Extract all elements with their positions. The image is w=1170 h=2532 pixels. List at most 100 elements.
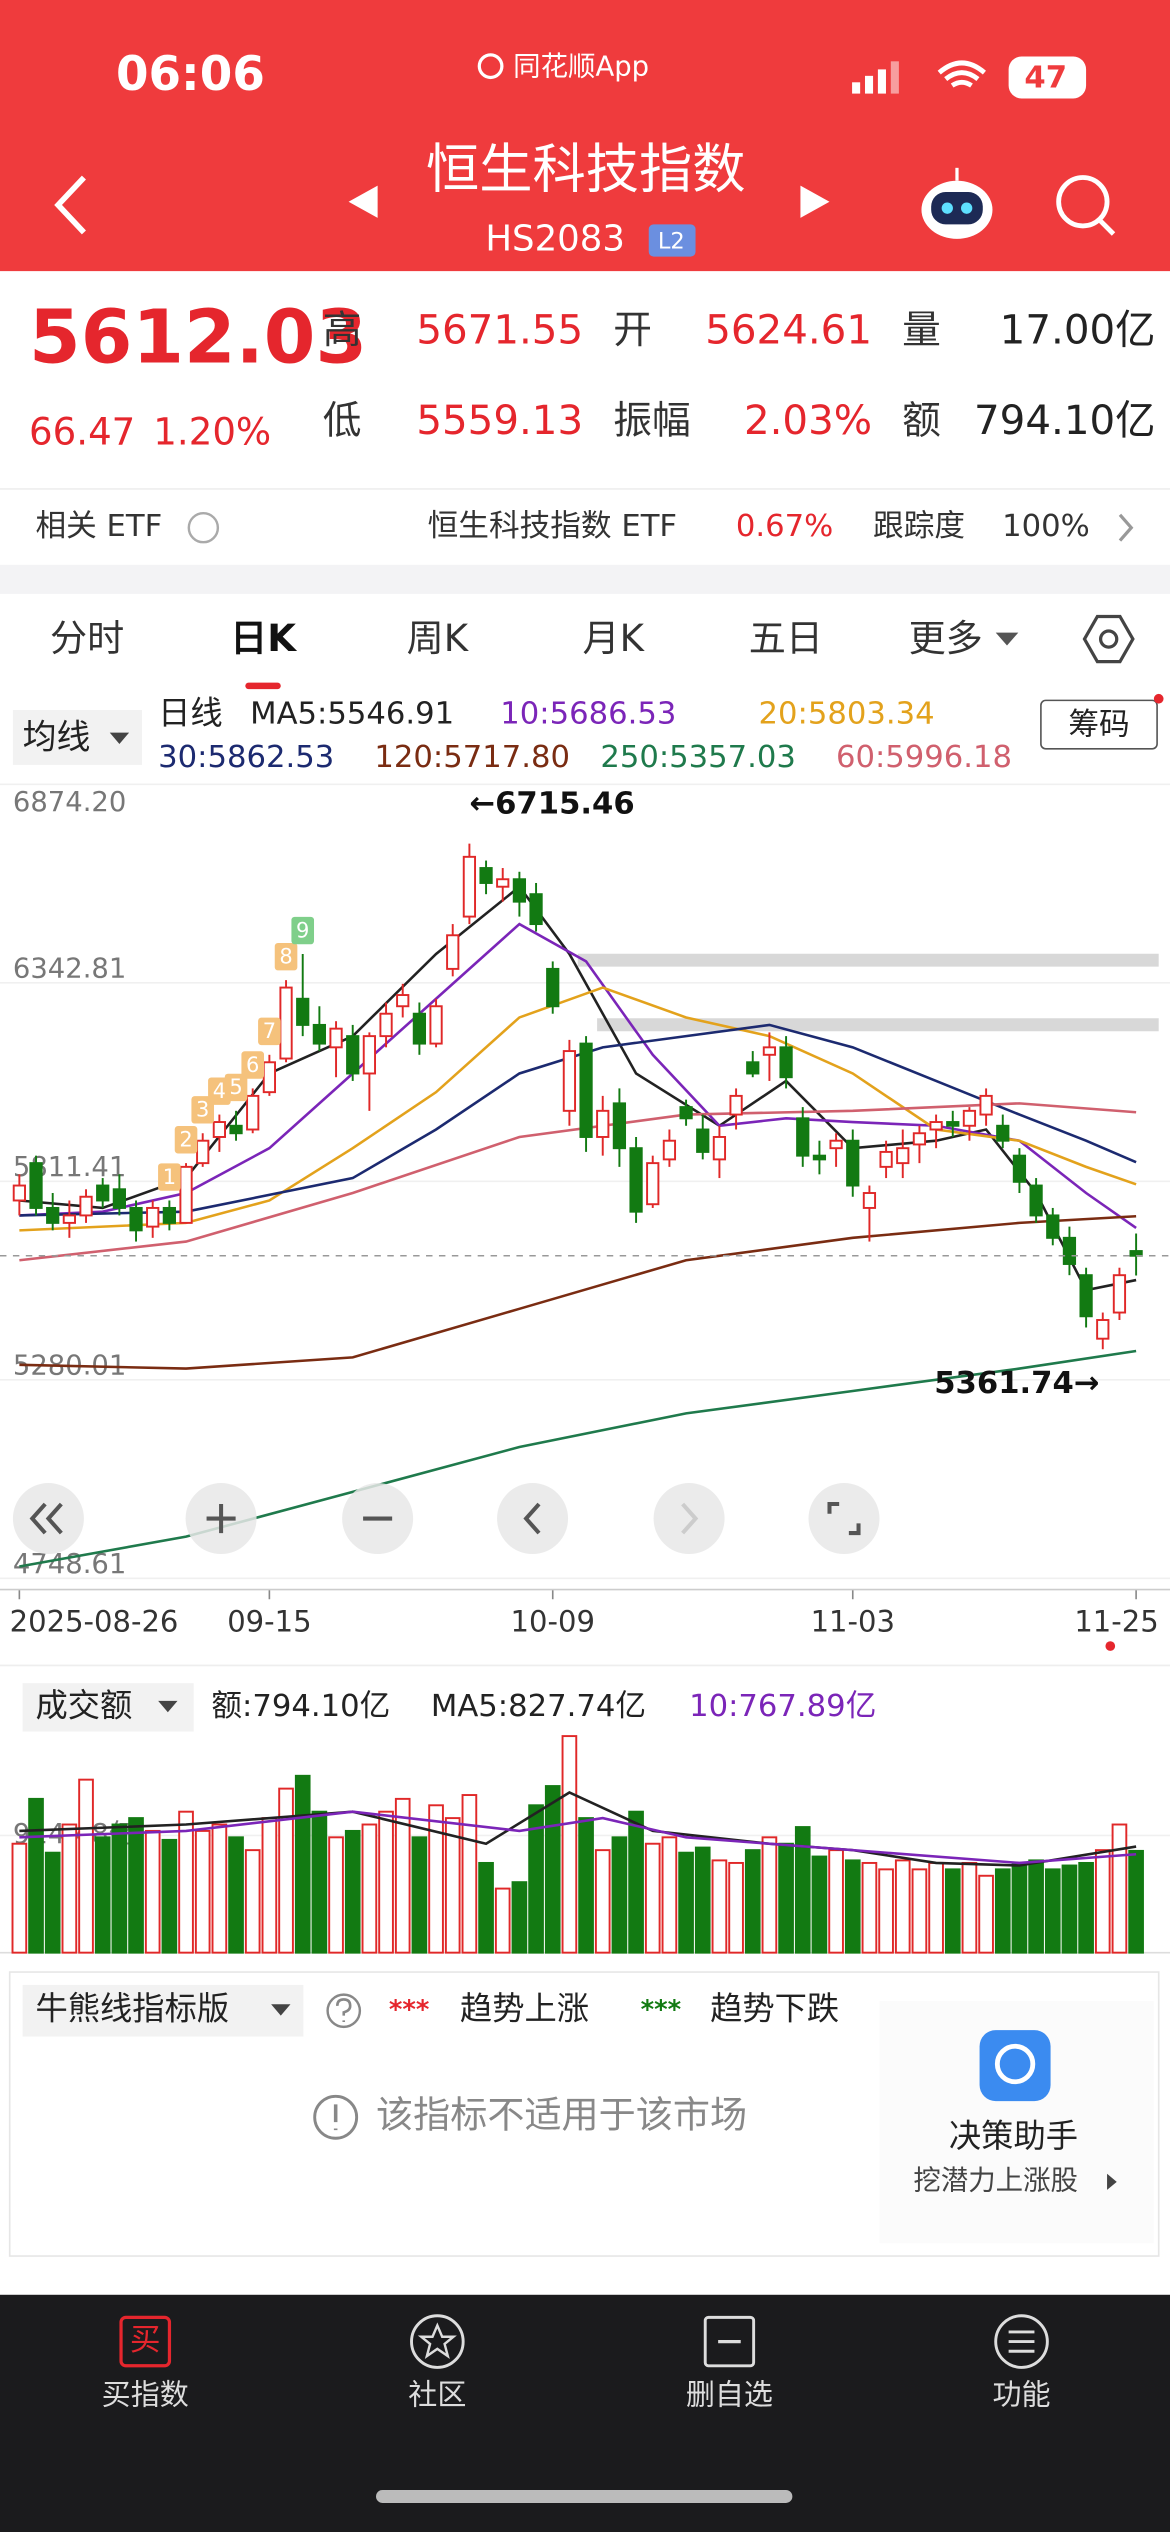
field-label: 高: [323, 308, 362, 353]
volume-bar: [161, 1838, 178, 1954]
volume-bar: [1044, 1868, 1061, 1954]
etf-name[interactable]: 恒生科技指数 ETF: [428, 509, 677, 544]
field-value: 794.10亿: [974, 397, 1155, 444]
x-tick-label: 11-03: [811, 1604, 895, 1638]
ma-line: [19, 1810, 1137, 1865]
volume-indicator[interactable]: 成交额: [36, 1686, 133, 1724]
indicator[interactable]: 均线: [23, 718, 91, 757]
nav-icon[interactable]: [994, 2314, 1049, 2369]
candle-body: [412, 1012, 427, 1045]
field-label: 额: [902, 398, 941, 443]
ma-line: [19, 922, 1137, 1229]
chips-button[interactable]: 筹码: [1068, 708, 1129, 743]
nav-icon[interactable]: [410, 2314, 465, 2369]
nav-icon[interactable]: [703, 2315, 756, 2368]
volume-bar: [994, 1868, 1011, 1954]
annotation: ←6715.46: [469, 786, 634, 821]
tab-active[interactable]: 日K: [230, 617, 297, 660]
candle-body: [346, 1035, 360, 1075]
prev-button[interactable]: [348, 185, 378, 218]
nav-label[interactable]: 买指数: [102, 2377, 189, 2411]
tab[interactable]: 五日: [749, 617, 823, 660]
tab[interactable]: 周K: [407, 617, 470, 660]
candle-body: [779, 1046, 793, 1079]
tab[interactable]: 更多: [909, 617, 983, 660]
nav-label[interactable]: 删自选: [686, 2377, 773, 2411]
candle-body: [1062, 1236, 1077, 1265]
volume-bar: [1011, 1861, 1028, 1954]
help-icon[interactable]: [187, 511, 220, 544]
nav-label[interactable]: 功能: [992, 2377, 1050, 2411]
volume-bar: [511, 1881, 528, 1954]
candle-body: [662, 1139, 677, 1161]
assistant-title[interactable]: 决策助手: [949, 2117, 1078, 2155]
volume-bar: [1078, 1861, 1094, 1954]
volume-bar: [361, 1823, 378, 1954]
tab[interactable]: 分时: [50, 617, 124, 660]
search-button[interactable]: [1056, 175, 1116, 236]
candle-body: [46, 1206, 60, 1224]
next-button[interactable]: [800, 185, 830, 218]
tab[interactable]: 月K: [583, 617, 646, 660]
tracking-label: 跟踪度: [873, 509, 965, 544]
app-icon: [477, 53, 504, 80]
volume-bar: [644, 1842, 661, 1954]
dropdown-arrow: [271, 2004, 291, 2016]
annotation: 5361.74→: [934, 1366, 1099, 1401]
indicator-select[interactable]: [22, 1984, 304, 2037]
candle-body: [896, 1147, 910, 1165]
field-value: 5671.55: [416, 306, 583, 353]
nav-icon[interactable]: [119, 2315, 172, 2368]
volume-bar: [11, 1842, 28, 1954]
assistant-icon[interactable]: [979, 2030, 1051, 2102]
candle-body: [946, 1121, 960, 1127]
volume-bar: [778, 1842, 794, 1954]
volume-bar: [78, 1778, 94, 1954]
volume-bar: [578, 1817, 594, 1954]
price: 5612.03: [29, 294, 367, 381]
candle-body: [546, 967, 560, 1008]
app-name: 同花顺App: [513, 51, 649, 82]
legend-entry: MA5:5546.91: [250, 696, 454, 731]
volume-bar: [111, 1823, 128, 1954]
ma-line: [19, 884, 1137, 1292]
nav-icon-text[interactable]: 买: [130, 2323, 161, 2358]
candle-body: [479, 867, 493, 884]
tabs: 分时 日K 周K 月K 五日 更多: [50, 617, 983, 660]
volume-bar: [844, 1859, 861, 1954]
chips-button-bg[interactable]: [1040, 699, 1158, 750]
robot-button[interactable]: [921, 167, 993, 239]
volume-bar: [428, 1804, 444, 1954]
next-day-button[interactable]: [653, 1483, 725, 1555]
volume-bar: [561, 1735, 578, 1954]
sequence-badge: [241, 1051, 265, 1079]
info-icon: [313, 2094, 359, 2140]
volume-bar: [711, 1859, 728, 1954]
sequence-label: 7: [263, 1019, 276, 1043]
badge: L2: [658, 229, 685, 255]
candle-body: [362, 1035, 377, 1075]
candle-body: [996, 1124, 1010, 1142]
candle-body: [646, 1162, 660, 1206]
candle-body: [1012, 1154, 1027, 1183]
sequence-badge: [174, 1126, 198, 1154]
fullscreen-button[interactable]: [808, 1483, 880, 1555]
candle-body: [62, 1214, 76, 1224]
nav-label[interactable]: 社区: [408, 2377, 466, 2411]
settings-button[interactable]: [1082, 614, 1135, 664]
dropdown-arrow: [995, 632, 1019, 646]
help-icon[interactable]: [326, 1993, 362, 2029]
battery-level: 47: [1024, 61, 1067, 96]
legend-entry: MA5:827.74亿: [431, 1689, 646, 1724]
volume-bar: [728, 1861, 744, 1954]
chevron: [1107, 2173, 1117, 2190]
separator: [0, 564, 1170, 594]
volume-bar: [1094, 1849, 1111, 1954]
assistant-subtitle[interactable]: 挖潜力上涨股: [913, 2165, 1078, 2196]
volume-bar: [378, 1810, 394, 1954]
volume-bar: [594, 1849, 611, 1954]
sequence-badge: [258, 1017, 281, 1046]
back-button[interactable]: [54, 175, 86, 235]
prev-day-button[interactable]: [497, 1483, 569, 1555]
indicator-selector[interactable]: 牛熊线指标版: [36, 1990, 230, 2028]
